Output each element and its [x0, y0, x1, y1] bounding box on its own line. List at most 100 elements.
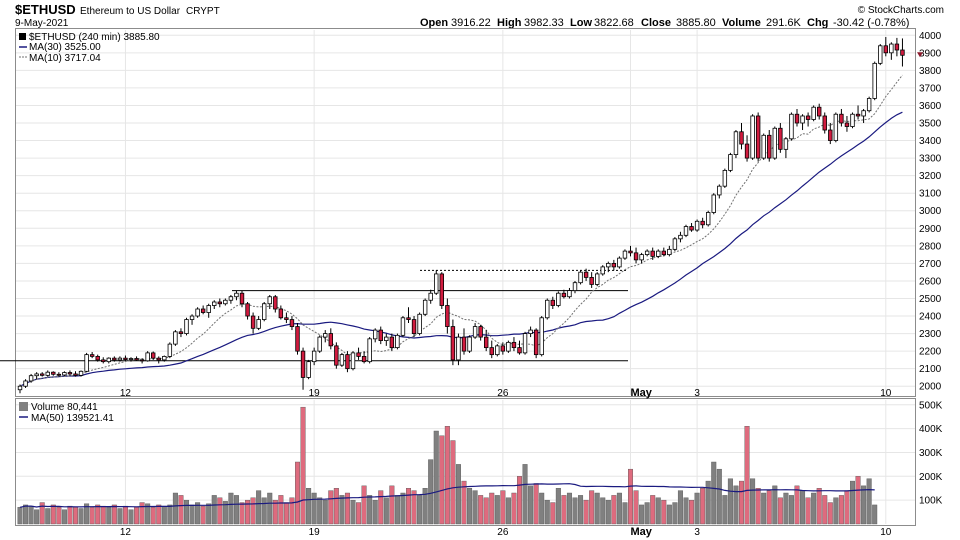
candle [289, 316, 295, 331]
date-tick-label: May [631, 526, 653, 538]
candle [828, 123, 833, 145]
date-tick-label: 26 [497, 527, 509, 538]
volume-bar [677, 490, 683, 525]
volume-bar [566, 492, 572, 525]
price-tick-label: 3100 [919, 189, 942, 200]
volume-bar [639, 504, 645, 525]
candle [761, 133, 766, 160]
volume-bar [555, 488, 561, 525]
candle [273, 294, 278, 313]
candle [478, 324, 483, 341]
candle-body [650, 250, 655, 257]
chart-symbol-name: Ethereum to US Dollar [80, 6, 181, 17]
volume-bar [827, 502, 833, 525]
volume-bar [367, 495, 373, 525]
candle [589, 272, 594, 288]
candle [378, 326, 383, 345]
legend-volume: Volume 80,441 [31, 402, 98, 413]
candle-body [589, 277, 594, 285]
candle-body [600, 266, 605, 275]
candle-body [533, 329, 539, 356]
volume-bar [744, 426, 750, 525]
candle-body [34, 373, 39, 377]
volume-bar [816, 488, 822, 525]
candle [572, 280, 578, 294]
candle [706, 210, 711, 227]
volume-bar [528, 485, 534, 525]
candle-body [217, 301, 222, 305]
candle [528, 326, 533, 338]
candle [483, 330, 489, 352]
candle [411, 316, 417, 338]
candle [689, 223, 694, 232]
candle-body [334, 345, 339, 366]
candle-body [561, 292, 567, 298]
volume-bar [544, 499, 550, 525]
candle [822, 112, 827, 134]
candle-body [467, 336, 472, 352]
candle [517, 340, 522, 355]
candle [67, 370, 73, 376]
volume-bar [600, 497, 606, 525]
candle [239, 290, 245, 308]
volume-bar [356, 502, 362, 525]
candle-body [361, 355, 367, 363]
volume-bar [339, 495, 345, 525]
volume-bar [306, 488, 312, 525]
candle [106, 357, 111, 364]
candle [456, 333, 461, 366]
volume-bar [589, 490, 595, 525]
date-tick-label: 3 [694, 388, 700, 399]
price-tick-label: 2700 [919, 259, 942, 270]
candle-body [40, 373, 45, 376]
candle-body [112, 357, 117, 361]
close-label: Close [641, 17, 671, 29]
candle-body [639, 254, 644, 261]
candle [234, 290, 239, 301]
candle [200, 305, 206, 315]
candle [583, 268, 589, 281]
volume-bar [672, 502, 678, 525]
candle [472, 323, 478, 339]
candle-body [323, 333, 328, 338]
candle-body [28, 375, 34, 382]
volume-bar [23, 504, 29, 525]
candle-body [595, 273, 600, 285]
candle [417, 312, 422, 336]
volume-ma50-line [19, 483, 875, 508]
open-value: 3916.22 [451, 17, 491, 29]
candle-body [761, 134, 766, 159]
candle [800, 114, 805, 131]
candle [189, 314, 195, 325]
volume-bar [505, 497, 511, 525]
candle [311, 347, 317, 366]
date-tick-label: 12 [120, 527, 132, 538]
volume-bar [145, 503, 151, 525]
candle [112, 356, 117, 362]
candle [117, 356, 123, 362]
brand-logo: © StockCharts.com [858, 5, 944, 16]
chg-value: -30.42 (-0.78%) [833, 17, 909, 29]
volume-bar [222, 501, 228, 525]
volume-bar [433, 430, 439, 525]
candle-body [805, 115, 811, 120]
candle [400, 316, 406, 338]
candle-body [439, 273, 444, 306]
candle-body [422, 299, 428, 315]
candle-body [145, 352, 150, 362]
candle-body [400, 317, 406, 336]
volume-bar [228, 492, 234, 525]
volume-bar [289, 497, 295, 525]
candle [872, 61, 877, 101]
volume-bar [844, 490, 850, 525]
candle [600, 265, 605, 276]
candle-body [744, 143, 750, 159]
candle [428, 289, 433, 304]
volume-bar [727, 478, 733, 525]
candle [889, 42, 894, 60]
candle-body [51, 371, 56, 375]
candle [406, 307, 411, 324]
volume-bar [378, 490, 384, 525]
volume-bar [450, 440, 456, 525]
volume-bar [161, 505, 167, 525]
